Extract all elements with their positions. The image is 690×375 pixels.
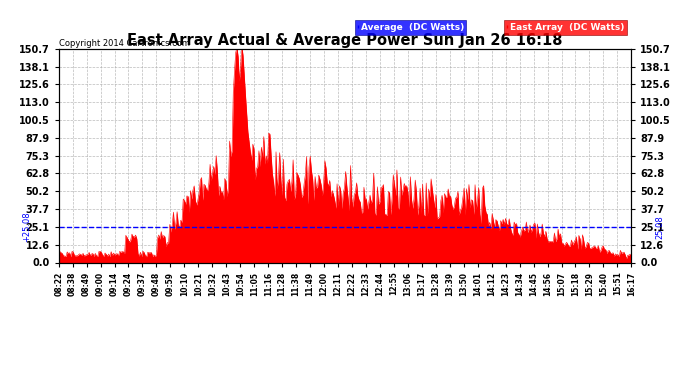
Title: East Array Actual & Average Power Sun Jan 26 16:18: East Array Actual & Average Power Sun Ja… — [127, 33, 563, 48]
Text: 25.08: 25.08 — [656, 215, 664, 239]
Text: +25.08: +25.08 — [23, 211, 32, 242]
Text: Copyright 2014 Cartronics.com: Copyright 2014 Cartronics.com — [59, 39, 190, 48]
Legend: East Array  (DC Watts): East Array (DC Watts) — [504, 20, 627, 34]
